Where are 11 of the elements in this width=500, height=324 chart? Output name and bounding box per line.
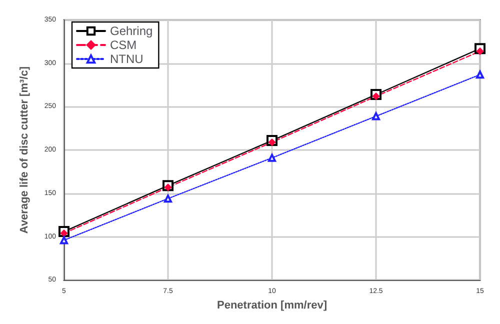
legend-label: Gehring xyxy=(110,24,153,38)
x-axis-title: Penetration [mm/rev] xyxy=(216,300,328,312)
point xyxy=(268,138,276,146)
point xyxy=(164,194,172,203)
point xyxy=(372,92,380,100)
legend-label: CSM xyxy=(110,38,137,52)
point xyxy=(476,70,484,79)
point xyxy=(268,154,276,162)
y-axis-title: Average life of disc cutter [m³/c] xyxy=(18,66,30,234)
legend-label: NTNU xyxy=(110,52,144,66)
point xyxy=(372,112,380,120)
